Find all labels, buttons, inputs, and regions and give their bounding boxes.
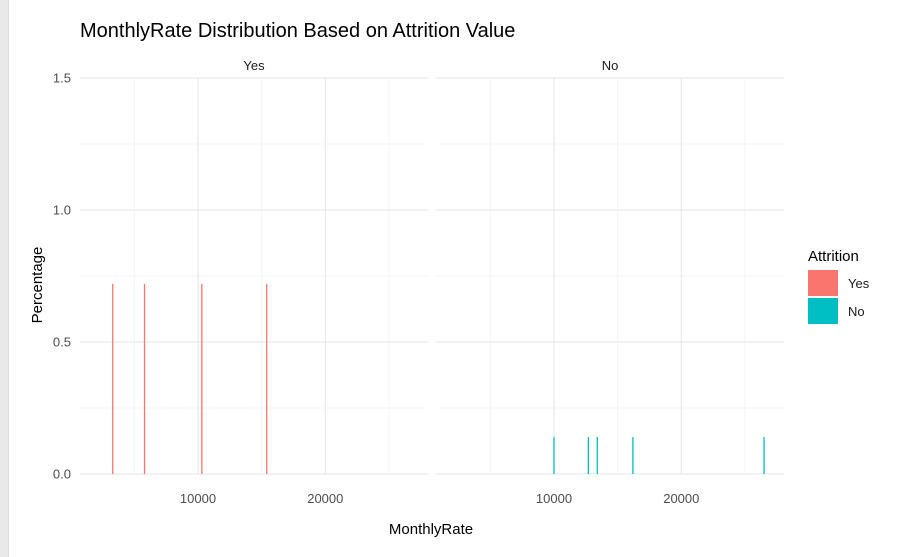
facet-strip-label: Yes bbox=[243, 58, 265, 73]
y-tick-label: 1.5 bbox=[53, 71, 71, 86]
chart-title: MonthlyRate Distribution Based on Attrit… bbox=[80, 20, 515, 42]
window-edge bbox=[0, 0, 9, 557]
y-tick-label: 1.0 bbox=[53, 203, 71, 218]
facet-strip-label: No bbox=[602, 58, 619, 73]
legend-label: No bbox=[848, 304, 865, 319]
x-tick-label: 20000 bbox=[307, 491, 343, 506]
legend-label: Yes bbox=[848, 276, 870, 291]
x-tick-label: 20000 bbox=[663, 491, 699, 506]
y-tick-label: 0.5 bbox=[53, 335, 71, 350]
y-tick-label: 0.0 bbox=[53, 467, 71, 482]
legend-key-yes bbox=[808, 270, 838, 296]
x-tick-label: 10000 bbox=[536, 491, 572, 506]
y-axis-label: Percentage bbox=[29, 247, 46, 324]
legend-title: Attrition bbox=[808, 248, 859, 265]
x-axis-label: MonthlyRate bbox=[389, 521, 473, 538]
legend-key-no bbox=[808, 298, 838, 324]
x-tick-label: 10000 bbox=[180, 491, 216, 506]
